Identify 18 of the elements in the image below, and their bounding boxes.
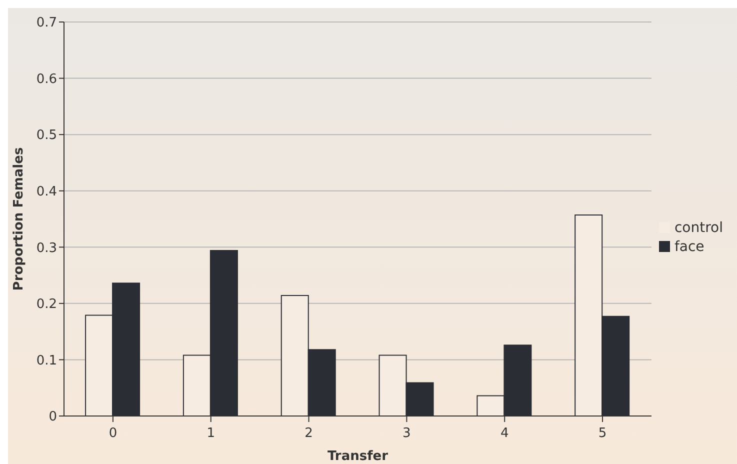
x-tick-label: 3 [402,426,411,442]
legend-label: face [674,239,704,255]
y-tick-label: 0.3 [36,240,57,256]
y-tick-label: 0.6 [36,72,57,87]
y-tick-label: 0 [48,410,57,425]
y-tick-label: 0.2 [36,297,57,312]
y-axis-title: Proportion Females [12,147,27,291]
y-tick-label: 0.5 [36,128,57,144]
y-tick-label: 0.7 [36,16,57,31]
x-tick-label: 2 [304,426,313,442]
x-tick-label: 1 [206,426,216,442]
x-tick-label: 4 [500,426,509,442]
x-axis-title: Transfer [327,449,389,464]
y-tick-label: 0.1 [36,353,57,368]
legend-label: control [674,220,723,236]
y-tick-label: 0.4 [36,184,57,200]
x-tick-label: 5 [598,426,607,442]
x-tick-label: 0 [108,426,118,442]
